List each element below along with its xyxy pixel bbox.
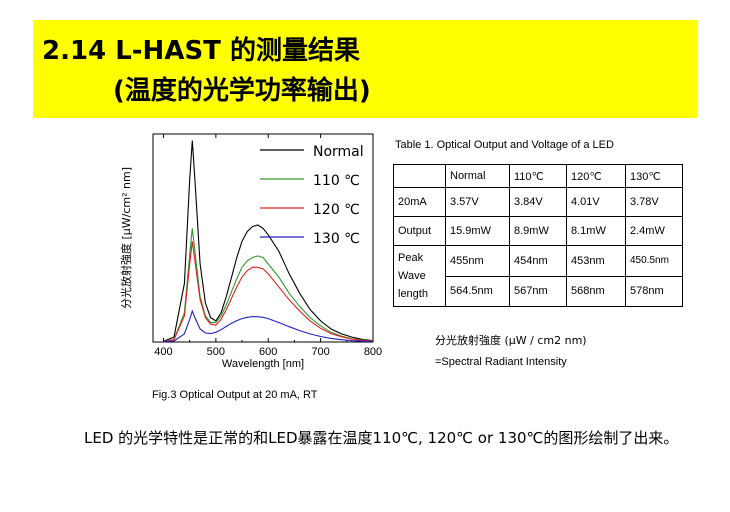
table-cell: 3.57V [445,187,510,217]
legend-label: 110 ℃ [313,173,360,189]
x-tick-label: 600 [259,346,277,358]
table-cell: 4.01V [566,187,626,217]
series-line-2 [163,241,374,343]
table-row: Output 15.9mW 8.9mW 8.1mW 2.4mW [393,216,683,246]
x-tick-label: 800 [364,346,382,358]
series-line-0 [163,140,374,342]
table-cell: 3.78V [625,187,683,217]
table-cell: 454nm [509,245,567,277]
peak-label-line: length [398,288,428,300]
table-row: 20mA 3.57V 3.84V 4.01V 3.78V [393,187,683,217]
x-tick-label: 500 [207,346,225,358]
table-cell: Output [393,216,446,246]
table-cell: 2.4mW [625,216,683,246]
plot-frame [152,133,374,343]
page-title: 2.14 L-HAST 的测量结果 [42,36,360,66]
series-line-3 [163,309,374,343]
table-cell: 15.9mW [445,216,510,246]
table-cell: 578nm [625,275,683,307]
table-cell: 3.84V [509,187,567,217]
table-cell: 455nm [445,245,510,277]
table-cell: 567nm [509,275,567,307]
table-row: Peak Wave length 455nm 454nm 453nm 450.5… [393,245,683,307]
x-tick-label: 400 [154,346,172,358]
unit-note: 分光放射強度 (μW / cm2 nm) [435,334,587,347]
x-axis-label: Wavelength [nm] [222,358,304,370]
table-title: Table 1. Optical Output and Voltage of a… [395,139,614,151]
table-header-cell [393,164,446,188]
title-banner [33,20,697,118]
table-cell: 8.9mW [509,216,567,246]
table-header-cell: Normal [445,164,510,188]
x-tick-label: 700 [311,346,329,358]
table-cell: 568nm [566,275,626,307]
peak-label-line: Wave [398,270,426,282]
table-cell: 450.5nm [625,245,683,277]
peak-wavelength-label: Peak Wave length [393,245,446,307]
table-cell: 20mA [393,187,446,217]
table-row: 564.5nm 567nm 568nm 578nm [394,275,683,307]
page-subtitle: (温度的光学功率输出) [113,76,371,106]
results-table: Normal 110℃ 120℃ 130℃ 20mA 3.57V 3.84V 4… [393,164,683,307]
peak-label-line: Peak [398,252,424,264]
table-header-cell: 130℃ [625,164,683,188]
definition-note: =Spectral Radiant Intensity [435,356,567,368]
table-cell: 564.5nm [445,275,510,307]
legend-label: 130 ℃ [313,231,360,247]
legend-label: 120 ℃ [313,202,360,218]
y-axis-label: 分光放射強度 [μW/cm² nm] [119,167,133,309]
series-line-1 [163,228,374,343]
spectrum-chart: 400 500 600 700 800 Wavelength [nm] 分光放射強度 [μW… [119,133,382,370]
table-header-cell: 110℃ [509,164,567,188]
table-cell: 453nm [566,245,626,277]
table-header-row: Normal 110℃ 120℃ 130℃ [393,164,683,188]
table-header-cell: 120℃ [566,164,626,188]
legend-label: Normal [313,144,364,160]
figure-caption: Fig.3 Optical Output at 20 mA, RT [152,389,318,401]
table-cell: 8.1mW [566,216,626,246]
body-paragraph: LED 的光学特性是正常的和LED暴露在温度110℃, 120℃ or 130℃… [84,429,679,447]
